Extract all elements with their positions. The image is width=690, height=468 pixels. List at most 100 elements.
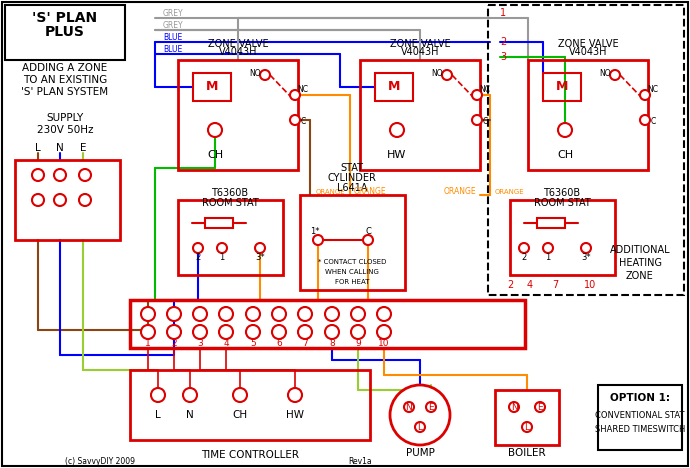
Text: E: E [428, 402, 434, 411]
Text: L: L [417, 423, 422, 431]
Text: NC: NC [480, 86, 491, 95]
Circle shape [298, 307, 312, 321]
Text: C: C [651, 117, 656, 126]
Text: GREY: GREY [163, 22, 184, 30]
Text: HW: HW [286, 410, 304, 420]
Text: 1: 1 [145, 339, 151, 349]
Circle shape [208, 123, 222, 137]
Text: ZONE: ZONE [626, 271, 654, 281]
Circle shape [79, 194, 91, 206]
Text: 2: 2 [171, 339, 177, 349]
Text: L: L [524, 423, 529, 431]
Text: 7: 7 [302, 339, 308, 349]
Text: CH: CH [207, 150, 223, 160]
Circle shape [193, 307, 207, 321]
Circle shape [183, 388, 197, 402]
Text: 10: 10 [584, 280, 596, 290]
Text: TIME CONTROLLER: TIME CONTROLLER [201, 450, 299, 460]
Text: N: N [186, 410, 194, 420]
Text: 2: 2 [507, 280, 513, 290]
Text: Rev1a: Rev1a [348, 458, 372, 467]
Text: N: N [56, 143, 64, 153]
Circle shape [325, 307, 339, 321]
Circle shape [351, 307, 365, 321]
Circle shape [290, 90, 300, 100]
Bar [178, 60, 298, 170]
Bar [178, 200, 283, 275]
Circle shape [141, 307, 155, 321]
Bar [130, 300, 525, 348]
Circle shape [167, 307, 181, 321]
Text: ZONE VALVE: ZONE VALVE [208, 39, 268, 49]
Bar [488, 5, 684, 295]
Circle shape [581, 243, 591, 253]
Text: GREY: GREY [163, 9, 184, 19]
Circle shape [54, 194, 66, 206]
Text: ZONE VALVE: ZONE VALVE [558, 39, 618, 49]
Text: 1*: 1* [310, 227, 319, 236]
Text: T6360B: T6360B [544, 188, 580, 198]
Text: 5: 5 [250, 339, 256, 349]
Text: N: N [406, 402, 413, 411]
Text: M: M [388, 80, 400, 94]
Text: HW: HW [387, 150, 406, 160]
Circle shape [640, 90, 650, 100]
Circle shape [32, 194, 44, 206]
Text: BLUE: BLUE [163, 34, 182, 43]
Circle shape [298, 325, 312, 339]
Circle shape [167, 325, 181, 339]
Circle shape [32, 169, 44, 181]
Text: ORANGE: ORANGE [315, 189, 345, 195]
Text: C: C [300, 117, 306, 126]
Bar [300, 195, 405, 290]
Text: M: M [556, 80, 568, 94]
Text: N: N [511, 402, 518, 411]
Circle shape [193, 243, 203, 253]
Circle shape [246, 325, 260, 339]
Text: PUMP: PUMP [406, 448, 435, 458]
Text: OPTION 1:: OPTION 1: [610, 393, 670, 403]
Circle shape [522, 422, 532, 432]
Circle shape [363, 235, 373, 245]
Bar [495, 390, 559, 445]
Bar [360, 60, 480, 170]
Bar [528, 60, 648, 170]
Text: CH: CH [233, 410, 248, 420]
Text: ORANGE: ORANGE [444, 188, 476, 197]
Text: 6: 6 [276, 339, 282, 349]
Circle shape [426, 402, 436, 412]
Bar [130, 370, 370, 440]
Circle shape [290, 115, 300, 125]
Text: V4043H: V4043H [219, 47, 257, 57]
Text: ADDITIONAL: ADDITIONAL [610, 245, 670, 255]
Text: 1: 1 [219, 254, 225, 263]
Circle shape [390, 385, 450, 445]
Text: ADDING A ZONE: ADDING A ZONE [22, 63, 108, 73]
Text: NO: NO [599, 68, 611, 78]
Text: 3*: 3* [255, 254, 265, 263]
Bar [543, 73, 581, 101]
Circle shape [217, 243, 227, 253]
Text: E: E [80, 143, 86, 153]
Text: 10: 10 [378, 339, 390, 349]
Text: 'S' PLAN SYSTEM: 'S' PLAN SYSTEM [21, 87, 108, 97]
Text: 3: 3 [197, 339, 203, 349]
Text: 9: 9 [355, 339, 361, 349]
Circle shape [543, 243, 553, 253]
Text: CONVENTIONAL STAT: CONVENTIONAL STAT [595, 410, 684, 419]
Text: 2: 2 [195, 254, 201, 263]
Text: 4: 4 [223, 339, 229, 349]
Circle shape [272, 307, 286, 321]
Text: L: L [35, 143, 41, 153]
Circle shape [233, 388, 247, 402]
Text: PLUS: PLUS [45, 25, 85, 39]
Text: V4043H: V4043H [401, 47, 440, 57]
Text: E: E [538, 402, 543, 411]
Text: 4: 4 [527, 280, 533, 290]
Bar [193, 73, 231, 101]
Text: L641A: L641A [337, 183, 367, 193]
Text: NO: NO [249, 68, 261, 78]
Circle shape [472, 115, 482, 125]
Text: ROOM STAT: ROOM STAT [533, 198, 591, 208]
Circle shape [390, 123, 404, 137]
